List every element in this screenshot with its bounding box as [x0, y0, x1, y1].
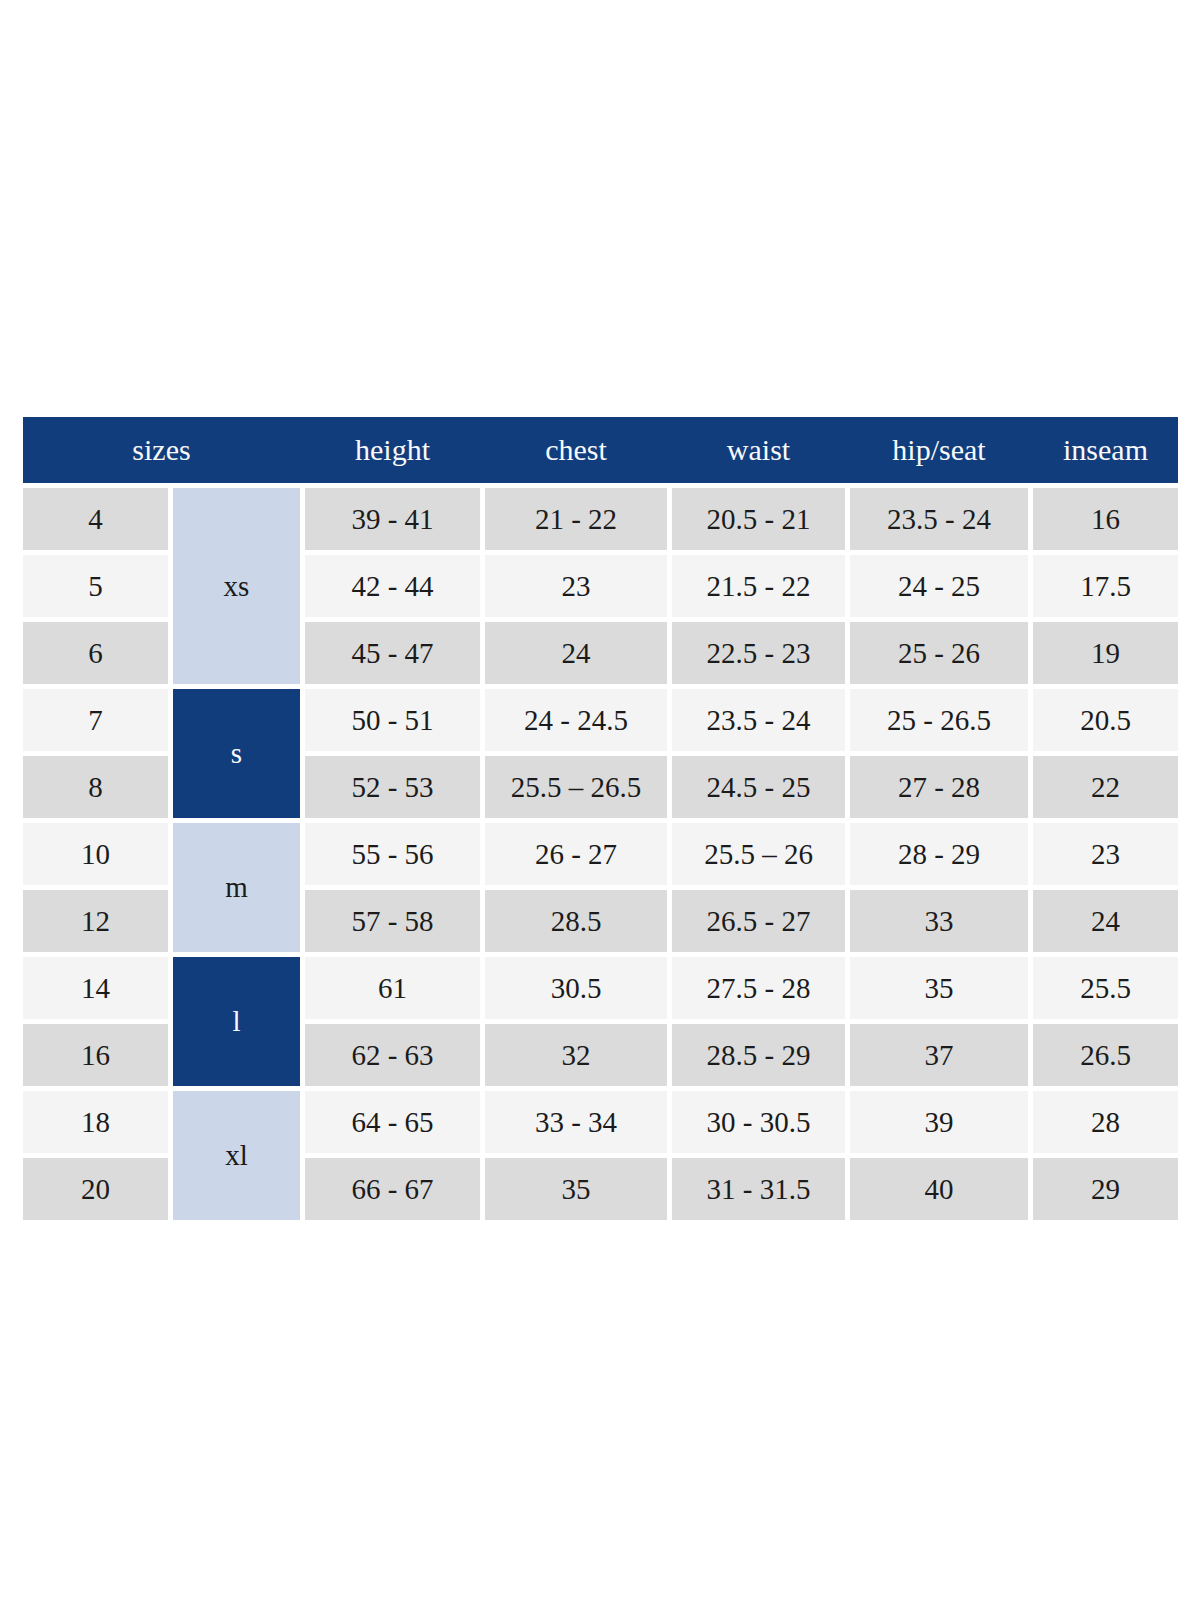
- inseam-cell: 17.5: [1033, 555, 1178, 617]
- header-cell-sizes: sizes: [23, 417, 300, 483]
- waist-cell: 30 - 30.5: [672, 1091, 845, 1153]
- waist-cell: 23.5 - 24: [672, 689, 845, 751]
- chest-cell: 26 - 27: [485, 823, 667, 885]
- hip-seat-cell: 23.5 - 24: [850, 488, 1028, 550]
- height-cell: 42 - 44: [305, 555, 480, 617]
- waist-cell: 31 - 31.5: [672, 1158, 845, 1220]
- height-cell: 66 - 67: [305, 1158, 480, 1220]
- size-cell: 18: [23, 1091, 168, 1153]
- table-body: xs s m l xl 4 39 - 41 21 - 22 20.5 - 21 …: [23, 488, 1178, 1220]
- size-group-cell-xs: xs: [173, 488, 300, 684]
- waist-cell: 24.5 - 25: [672, 756, 845, 818]
- waist-cell: 22.5 - 23: [672, 622, 845, 684]
- size-cell: 12: [23, 890, 168, 952]
- inseam-cell: 24: [1033, 890, 1178, 952]
- height-cell: 55 - 56: [305, 823, 480, 885]
- chest-cell: 32: [485, 1024, 667, 1086]
- waist-cell: 20.5 - 21: [672, 488, 845, 550]
- inseam-cell: 20.5: [1033, 689, 1178, 751]
- hip-seat-cell: 37: [850, 1024, 1028, 1086]
- header-cell-inseam: inseam: [1033, 417, 1178, 483]
- header-cell-chest: chest: [485, 417, 667, 483]
- chest-cell: 33 - 34: [485, 1091, 667, 1153]
- size-group-cell-s: s: [173, 689, 300, 818]
- hip-seat-cell: 25 - 26: [850, 622, 1028, 684]
- header-cell-hip-seat: hip/seat: [850, 417, 1028, 483]
- inseam-cell: 25.5: [1033, 957, 1178, 1019]
- hip-seat-cell: 35: [850, 957, 1028, 1019]
- hip-seat-cell: 24 - 25: [850, 555, 1028, 617]
- inseam-cell: 28: [1033, 1091, 1178, 1153]
- hip-seat-cell: 27 - 28: [850, 756, 1028, 818]
- size-chart-table: sizes height chest waist hip/seat inseam…: [23, 417, 1178, 1220]
- size-group-cell-xl: xl: [173, 1091, 300, 1220]
- waist-cell: 26.5 - 27: [672, 890, 845, 952]
- header-cell-waist: waist: [672, 417, 845, 483]
- chest-cell: 24: [485, 622, 667, 684]
- size-group-cell-l: l: [173, 957, 300, 1086]
- hip-seat-cell: 28 - 29: [850, 823, 1028, 885]
- waist-cell: 28.5 - 29: [672, 1024, 845, 1086]
- size-cell: 4: [23, 488, 168, 550]
- size-group-cell-m: m: [173, 823, 300, 952]
- size-cell: 7: [23, 689, 168, 751]
- hip-seat-cell: 33: [850, 890, 1028, 952]
- inseam-cell: 22: [1033, 756, 1178, 818]
- height-cell: 62 - 63: [305, 1024, 480, 1086]
- chest-cell: 28.5: [485, 890, 667, 952]
- height-cell: 57 - 58: [305, 890, 480, 952]
- chest-cell: 21 - 22: [485, 488, 667, 550]
- size-cell: 16: [23, 1024, 168, 1086]
- size-cell: 8: [23, 756, 168, 818]
- inseam-cell: 29: [1033, 1158, 1178, 1220]
- chest-cell: 23: [485, 555, 667, 617]
- height-cell: 52 - 53: [305, 756, 480, 818]
- waist-cell: 21.5 - 22: [672, 555, 845, 617]
- hip-seat-cell: 25 - 26.5: [850, 689, 1028, 751]
- height-cell: 45 - 47: [305, 622, 480, 684]
- table-header-row: sizes height chest waist hip/seat inseam: [23, 417, 1178, 483]
- height-cell: 50 - 51: [305, 689, 480, 751]
- inseam-cell: 19: [1033, 622, 1178, 684]
- hip-seat-cell: 40: [850, 1158, 1028, 1220]
- chest-cell: 24 - 24.5: [485, 689, 667, 751]
- waist-cell: 25.5 – 26: [672, 823, 845, 885]
- height-cell: 61: [305, 957, 480, 1019]
- size-cell: 5: [23, 555, 168, 617]
- inseam-cell: 16: [1033, 488, 1178, 550]
- chest-cell: 35: [485, 1158, 667, 1220]
- size-cell: 10: [23, 823, 168, 885]
- hip-seat-cell: 39: [850, 1091, 1028, 1153]
- waist-cell: 27.5 - 28: [672, 957, 845, 1019]
- chest-cell: 25.5 – 26.5: [485, 756, 667, 818]
- size-cell: 6: [23, 622, 168, 684]
- inseam-cell: 26.5: [1033, 1024, 1178, 1086]
- inseam-cell: 23: [1033, 823, 1178, 885]
- size-cell: 14: [23, 957, 168, 1019]
- size-cell: 20: [23, 1158, 168, 1220]
- height-cell: 64 - 65: [305, 1091, 480, 1153]
- header-cell-height: height: [305, 417, 480, 483]
- height-cell: 39 - 41: [305, 488, 480, 550]
- chest-cell: 30.5: [485, 957, 667, 1019]
